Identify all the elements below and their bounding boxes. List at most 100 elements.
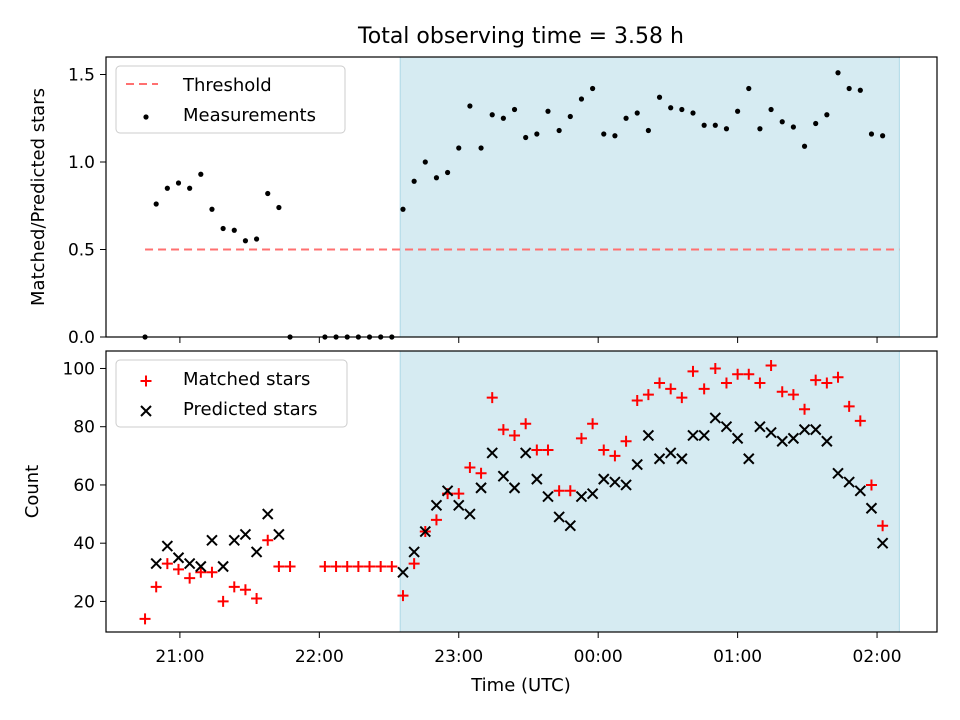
predicted-stars-point [519, 447, 532, 459]
predicted-stars-point [250, 546, 263, 558]
measurement-point [253, 236, 260, 242]
matched-stars-point [620, 435, 632, 447]
matched-stars-point [217, 595, 229, 607]
x-axis-label: Time (UTC) [470, 675, 571, 696]
predicted-stars-point [553, 511, 565, 523]
y-tick-label: 0.5 [68, 241, 95, 261]
measurement-point [868, 131, 875, 137]
y-tick-label: 1.5 [68, 66, 95, 86]
predicted-stars-point [653, 453, 666, 465]
measurement-point [757, 126, 763, 132]
measurement-point [601, 131, 607, 137]
matched-stars-point [330, 560, 342, 572]
predicted-stars-point [161, 540, 174, 552]
measurement-point [701, 122, 707, 128]
matched-stars-point [553, 485, 565, 497]
predicted-stars-point [720, 421, 733, 433]
matched-stars-point [698, 383, 710, 395]
matched-stars-point [206, 566, 218, 578]
matched-stars-point [609, 450, 621, 462]
x-tick-label: 02:00 [853, 647, 902, 667]
legend-label: Predicted stars [183, 399, 317, 420]
measurement-point [556, 127, 562, 134]
matched-stars-point [408, 558, 420, 570]
matched-stars-point [542, 444, 554, 456]
predicted-stars-point [843, 476, 855, 488]
predicted-stars-point [687, 429, 699, 442]
measurement-point [880, 133, 886, 139]
measurement-point [813, 120, 819, 127]
measurement-point [422, 159, 428, 165]
matched-stars-point [810, 374, 822, 386]
measurement-point [590, 85, 596, 92]
measurement-point [511, 106, 518, 113]
predicted-stars-point [542, 490, 554, 503]
measurement-point [723, 126, 730, 132]
measurement-point [768, 106, 774, 113]
plot-frame [105, 56, 938, 338]
y-axis-label: Matched/Predicted stars [28, 88, 49, 306]
measurement-point [411, 178, 417, 184]
legend-matched-swatch [140, 375, 152, 387]
observing-window-band [399, 350, 900, 633]
matched-stars-point [787, 389, 799, 401]
matched-stars-point [821, 377, 833, 389]
matched-stars-point [854, 415, 866, 427]
y-tick-label: 100 [63, 359, 95, 379]
predicted-stars-point [754, 421, 766, 433]
y-tick-label: 20 [73, 592, 95, 612]
measurement-point [623, 115, 629, 121]
matched-stars-point [161, 558, 173, 570]
predicted-stars-point [865, 502, 878, 514]
matched-stars-point [375, 560, 387, 572]
legend-box [115, 65, 346, 134]
matched-stars-point [687, 365, 699, 377]
measurement-point [534, 131, 540, 137]
matched-stars-point [195, 566, 207, 578]
predicted-stars-point [430, 499, 443, 512]
predicted-stars-point [183, 557, 196, 570]
measurement-point [220, 225, 226, 232]
measurement-point [746, 85, 752, 92]
measurement-point [198, 171, 204, 177]
y-tick-label: 40 [73, 534, 95, 554]
x-tick-label: 01:00 [713, 647, 762, 667]
matched-stars-point [598, 444, 610, 456]
matched-stars-point [642, 389, 654, 401]
measurement-point [545, 108, 551, 114]
matched-stars-point [720, 377, 732, 389]
predicted-stars-point [273, 528, 285, 541]
matched-stars-point [877, 520, 889, 532]
matched-stars-point [509, 429, 521, 441]
predicted-stars-point [809, 423, 822, 436]
measurement-point [801, 143, 808, 149]
matched-stars-point [732, 368, 744, 380]
measurement-point [690, 110, 696, 116]
measurement-point [164, 185, 170, 191]
chart-title: Total observing time = 3.58 h [357, 24, 684, 49]
measurement-point [567, 113, 573, 120]
y-axis-label: Count [22, 465, 43, 518]
predicted-stars-point [676, 453, 688, 465]
predicted-stars-point [239, 528, 252, 541]
predicted-stars-point [787, 432, 800, 445]
predicted-stars-point [531, 473, 543, 485]
count-panel: 21:00 22:00 23:00 00:00 01:00 02:00 20 40 60 80 10… [22, 350, 938, 667]
ratio-panel: 0.0 0.5 1.0 1.5 Matched/Predicted stars Thres… [28, 56, 938, 348]
matched-stars-point [341, 560, 353, 572]
matched-stars-point [575, 432, 587, 444]
legend-label: Measurements [183, 105, 316, 126]
predicted-stars-point [564, 520, 577, 532]
matched-stars-point [386, 560, 398, 572]
measurement-point [489, 112, 495, 118]
predicted-stars-point [453, 499, 465, 512]
legend: Threshold Measurements [115, 65, 346, 134]
measurement-point [456, 145, 462, 151]
measurement-point [242, 238, 249, 244]
matched-stars-point [587, 418, 599, 430]
matched-stars-point [531, 444, 543, 456]
predicted-stars-point [765, 426, 777, 439]
predicted-stars-point [497, 470, 510, 482]
matched-stars-point [654, 377, 666, 389]
